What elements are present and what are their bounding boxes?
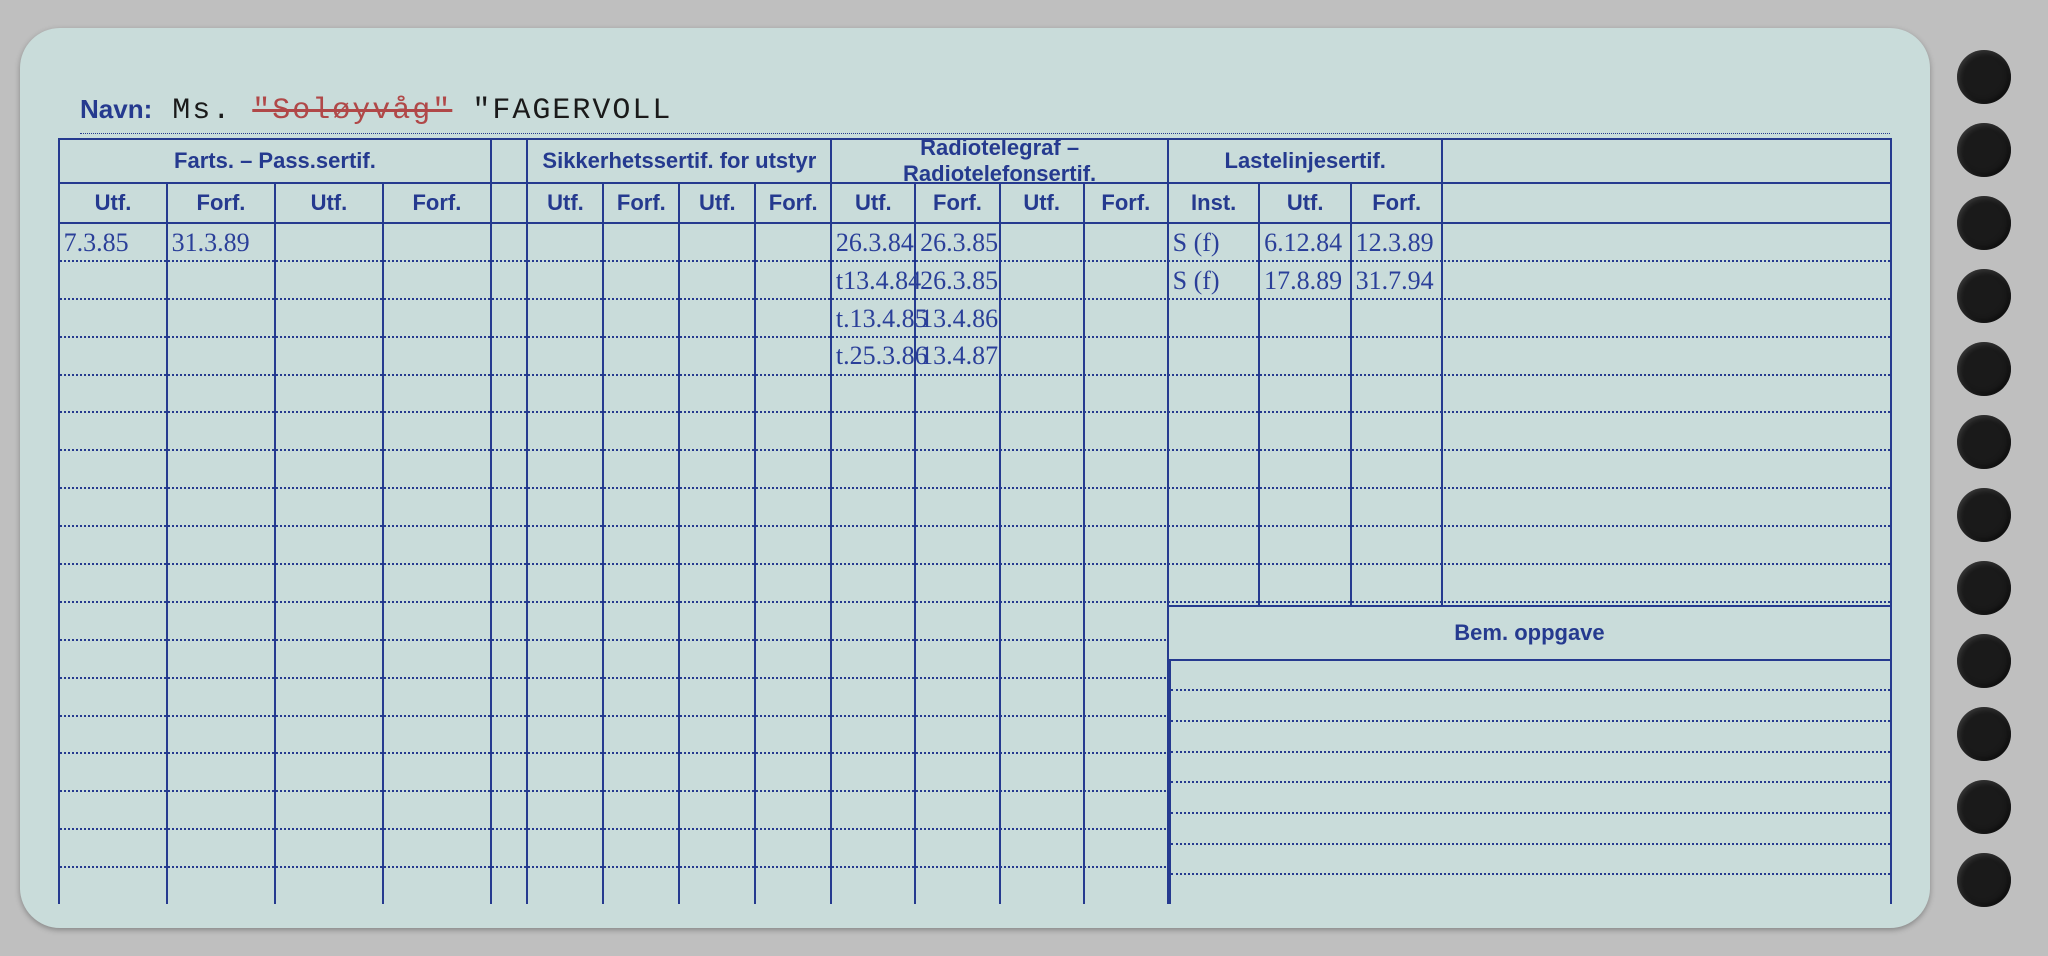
sub-header <box>492 184 529 222</box>
sub-header: Utf. <box>1001 184 1085 222</box>
table-column <box>756 224 832 904</box>
name-struck: "Soløyvåg" <box>252 94 452 128</box>
sub-header: Forf. <box>756 184 832 222</box>
handwritten-entry: 26.3.84 <box>836 228 914 258</box>
binder-hole <box>1957 707 2011 761</box>
sub-header: Utf. <box>528 184 604 222</box>
sub-header <box>1443 184 1890 222</box>
binder-hole <box>1957 561 2011 615</box>
handwritten-entry: 12.3.89 <box>1356 228 1434 258</box>
table-column <box>384 224 492 904</box>
handwritten-entry: t13.4.84 <box>836 266 921 296</box>
sub-header: Utf. <box>60 184 168 222</box>
handwritten-entry: S (f) <box>1173 228 1220 258</box>
record-card: Navn: Ms. "Soløyvåg" "FAGERVOLL Farts. –… <box>20 28 1930 928</box>
handwritten-entry: 31.7.94 <box>1356 266 1434 296</box>
table-column <box>492 224 529 904</box>
table-column <box>168 224 276 904</box>
sub-header: Utf. <box>276 184 384 222</box>
handwritten-entry: 17.8.89 <box>1264 266 1342 296</box>
binder-hole <box>1957 488 2011 542</box>
handwritten-entry: 26.3.85 <box>920 266 998 296</box>
group-header: Farts. – Pass.sertif. <box>60 140 492 182</box>
table-column <box>1085 224 1169 904</box>
bem-oppgave-area <box>1169 661 1890 904</box>
sub-header: Forf. <box>604 184 680 222</box>
table-column <box>528 224 604 904</box>
group-header-row: Farts. – Pass.sertif. Sikkerhetssertif. f… <box>60 140 1890 184</box>
binder-hole <box>1957 50 2011 104</box>
sub-header: Forf. <box>168 184 276 222</box>
table-column <box>604 224 680 904</box>
name-row: Navn: Ms. "Soløyvåg" "FAGERVOLL <box>80 94 1890 134</box>
group-header: Sikkerhetssertif. for utstyr <box>528 140 832 182</box>
sub-header: Forf. <box>916 184 1000 222</box>
group-header <box>1443 140 1890 182</box>
sub-header-row: Utf.Forf.Utf.Forf.Utf.Forf.Utf.Forf.Utf.… <box>60 184 1890 224</box>
table-column <box>1001 224 1085 904</box>
name-prefix: Ms. <box>172 94 232 128</box>
group-header: Radiotelegraf – Radiotelefonsertif. <box>832 140 1169 182</box>
table-column <box>680 224 756 904</box>
handwritten-entry: t.25.3.86 <box>836 341 928 371</box>
binder-holes <box>1934 0 2034 956</box>
binder-hole <box>1957 853 2011 907</box>
sub-header: Forf. <box>1352 184 1444 222</box>
certificate-table: Farts. – Pass.sertif. Sikkerhetssertif. f… <box>58 138 1892 904</box>
table-body: 7.3.8531.3.8926.3.8426.3.85t13.4.8426.3.… <box>60 224 1890 904</box>
handwritten-entry: 13.4.87 <box>920 341 998 371</box>
handwritten-entry: 6.12.84 <box>1264 228 1342 258</box>
table-column <box>60 224 168 904</box>
table-column <box>276 224 384 904</box>
binder-hole <box>1957 342 2011 396</box>
group-header <box>492 140 529 182</box>
binder-hole <box>1957 415 2011 469</box>
sub-header: Utf. <box>680 184 756 222</box>
binder-hole <box>1957 269 2011 323</box>
sub-header: Forf. <box>384 184 492 222</box>
name-label: Navn: <box>80 94 152 125</box>
handwritten-entry: 26.3.85 <box>920 228 998 258</box>
bem-oppgave-box: Bem. oppgave <box>1169 605 1890 661</box>
handwritten-entry: 13.4.86 <box>920 304 998 334</box>
handwritten-entry: t.13.4.85 <box>836 304 928 334</box>
binder-hole <box>1957 196 2011 250</box>
name-value: Ms. "Soløyvåg" "FAGERVOLL <box>172 94 672 128</box>
handwritten-entry: 7.3.85 <box>64 228 129 258</box>
handwritten-entry: S (f) <box>1173 266 1220 296</box>
name-current: "FAGERVOLL <box>472 94 672 128</box>
handwritten-entry: 31.3.89 <box>172 228 250 258</box>
sub-header: Forf. <box>1085 184 1169 222</box>
sub-header: Utf. <box>832 184 916 222</box>
sub-header: Utf. <box>1260 184 1352 222</box>
binder-hole <box>1957 780 2011 834</box>
sub-header: Inst. <box>1169 184 1261 222</box>
binder-hole <box>1957 634 2011 688</box>
binder-hole <box>1957 123 2011 177</box>
group-header: Lastelinjesertif. <box>1169 140 1444 182</box>
